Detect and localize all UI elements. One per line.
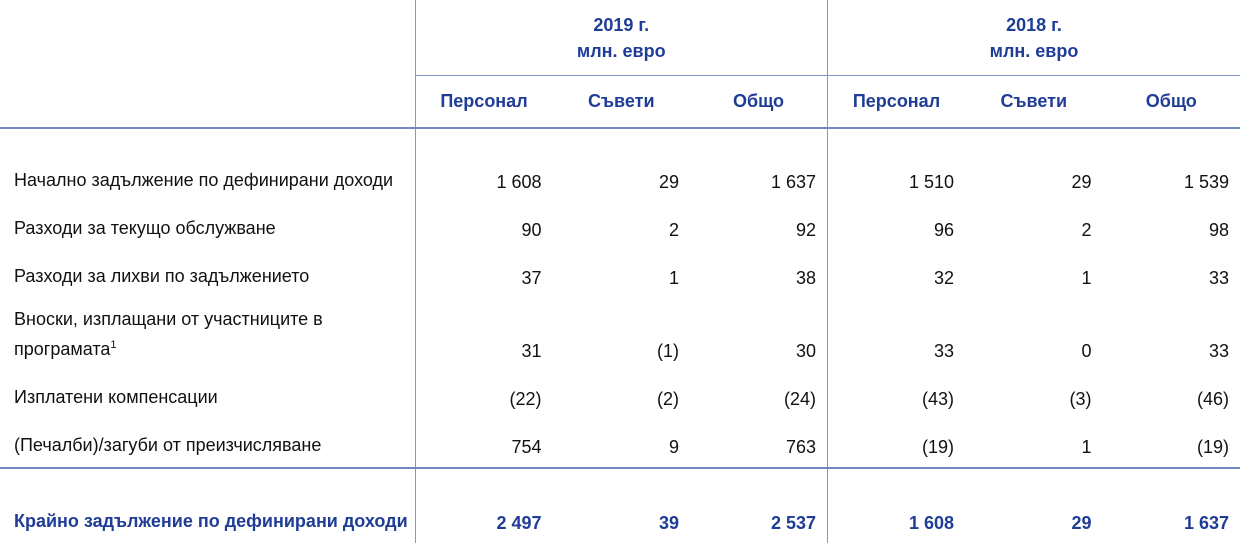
row-label: Начално задължение по дефинирани доходи (0, 128, 415, 202)
cell-value: (43) (827, 371, 965, 419)
cell-value: 1 (1081, 437, 1092, 457)
row-label: Крайно задължение по дефинирани доходи (0, 467, 415, 543)
row-label: Вноски, изплащани от участниците в прогр… (0, 298, 415, 371)
cell-value: (46) (1196, 389, 1229, 409)
label-text: Разходи за текущо обслужване (14, 218, 276, 238)
label-text: Вноски, изплащани от участниците в прогр… (14, 309, 323, 359)
table-row: Разходи за лихви по задължението 37 1 38 32 1… (0, 250, 1240, 298)
cell-value: 29 (965, 467, 1103, 543)
cell-value: 98 (1208, 220, 1229, 240)
row-label: Изплатени компенсации (0, 371, 415, 419)
total-row: Крайно задължение по дефинирани доходи 2 … (0, 467, 1240, 543)
cell-value: 9 (668, 437, 679, 457)
group-unit: млн. евро (576, 40, 666, 61)
table-row: Разходи за текущо обслужване 90 2 92 96 2 98 (0, 202, 1240, 250)
cell-value: 2 497 (414, 467, 553, 543)
group-header: 2019 г. млн. евро (414, 0, 828, 76)
table-row: Изплатени компенсации (22) (2) (24) (43) (3) (… (0, 371, 1240, 419)
cell-value: 754 (414, 419, 553, 468)
cell-value: 2 (668, 220, 679, 240)
cell-value: (19) (1196, 437, 1229, 457)
label-text: Изплатени компенсации (14, 387, 218, 407)
label-text: Крайно задължение по дефинирани доходи (14, 511, 408, 531)
column-header: Общо (690, 75, 828, 129)
cell-value: 33 (1208, 341, 1229, 361)
cell-value: 1 608 (827, 467, 965, 543)
cell-value: 1 637 (770, 172, 816, 192)
cell-value: 0 (1081, 341, 1092, 361)
cell-value: 1 (668, 268, 679, 288)
cell-value: 90 (414, 202, 553, 250)
cell-value: 1 510 (827, 128, 965, 202)
column-header: Съвети (552, 75, 690, 129)
cell-value: (1) (657, 341, 679, 361)
corner (0, 75, 415, 129)
cell-value: 39 (552, 467, 690, 543)
cell-value: 1 539 (1183, 172, 1229, 192)
cell-value: 1 637 (1102, 467, 1240, 543)
cell-value: 31 (414, 298, 553, 371)
cell-value: (22) (414, 371, 553, 419)
cell-value: 33 (1208, 268, 1229, 288)
cell-value: 38 (795, 268, 816, 288)
cell-value: (24) (783, 389, 816, 409)
cell-value: 32 (827, 250, 965, 298)
label-text: (Печалби)/загуби от преизчисляване (14, 435, 322, 455)
cell-value: 37 (414, 250, 553, 298)
cell-value: 29 (658, 172, 679, 192)
cell-value: 2 537 (690, 467, 828, 543)
cell-value: 30 (795, 341, 816, 361)
group-year: 2018 г. (1006, 14, 1062, 35)
cell-value: (19) (827, 419, 965, 468)
cell-value: (3) (1069, 389, 1092, 409)
cell-value: 96 (827, 202, 965, 250)
column-header: Персонал (414, 75, 553, 129)
group-unit: млн. евро (989, 40, 1079, 61)
table-row: Вноски, изплащани от участниците в прогр… (0, 298, 1240, 371)
row-label: Разходи за лихви по задължението (0, 250, 415, 298)
group-year: 2019 г. (593, 14, 650, 35)
footnote-mark: 1 (110, 339, 117, 351)
label-text: Начално задължение по дефинирани доходи (14, 170, 394, 190)
table-row: Начално задължение по дефинирани доходи 1… (0, 128, 1240, 202)
corner (0, 0, 415, 76)
table-row: (Печалби)/загуби от преизчисляване 754 9 76… (0, 419, 1240, 468)
row-label: Разходи за текущо обслужване (0, 202, 415, 250)
cell-value: 763 (785, 437, 816, 457)
column-header: Персонал (827, 75, 965, 129)
column-header: Съвети (965, 75, 1103, 129)
column-header: Общо (1102, 75, 1240, 129)
cell-value: 92 (795, 220, 816, 240)
cell-value: 2 (1081, 220, 1092, 240)
cell-value: (2) (657, 389, 679, 409)
cell-value: 1 608 (414, 128, 553, 202)
group-header: 2018 г. млн. евро (827, 0, 1240, 76)
cell-value: 29 (1071, 172, 1092, 192)
row-label: (Печалби)/загуби от преизчисляване (0, 419, 415, 468)
label-text: Разходи за лихви по задължението (14, 266, 310, 286)
cell-value: 1 (1081, 268, 1092, 288)
cell-value: 33 (827, 298, 965, 371)
